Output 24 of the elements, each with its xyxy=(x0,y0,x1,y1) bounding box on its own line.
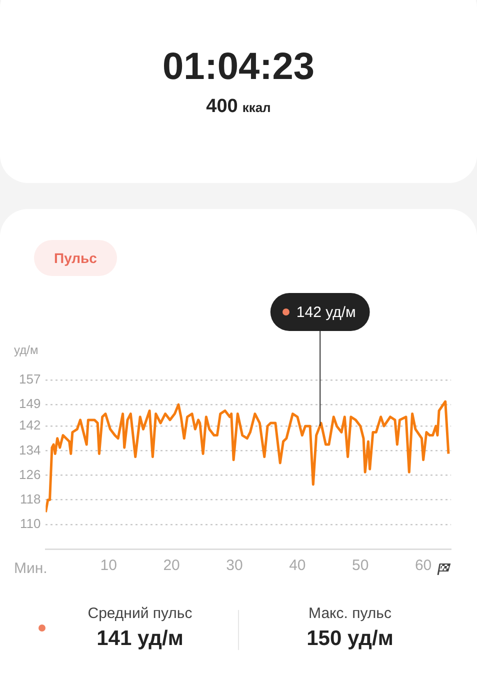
y-tick-label: 118 xyxy=(20,491,41,506)
x-tick-label: 10 xyxy=(100,557,117,574)
text: Макс. пульс xyxy=(308,605,392,622)
x-tick-label: 40 xyxy=(289,557,306,574)
text: Средний пульс xyxy=(86,605,194,622)
y-tick-label: 126 xyxy=(18,466,41,482)
x-axis-title: Мин. xyxy=(0,556,54,586)
x-tick-label: 20 xyxy=(163,557,180,574)
text: ккал xyxy=(242,100,271,115)
y-tick-label: 149 xyxy=(18,396,41,412)
x-tick-label: 60 xyxy=(414,557,432,574)
y-tick-label: 110 xyxy=(20,516,41,531)
y-tick-label: 142 xyxy=(18,418,41,433)
annotation: 142 уд/м xyxy=(296,304,356,322)
text: 400 xyxy=(206,96,238,117)
y-tick-label: 157 xyxy=(18,372,41,387)
y-tick-label: 134 xyxy=(18,442,41,458)
y-axis-title: уд/м xyxy=(14,343,38,357)
text: 150 уд/м xyxy=(306,627,394,651)
chart-title: Пульс xyxy=(34,240,117,276)
x-tick-label: 50 xyxy=(352,557,369,574)
x-tick-label: 30 xyxy=(226,557,243,574)
text: 141 уд/м xyxy=(96,627,184,651)
text: 01:04:23 xyxy=(161,46,316,89)
